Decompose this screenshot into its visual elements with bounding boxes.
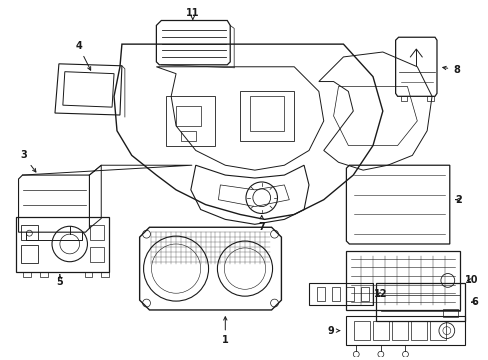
Bar	[331, 287, 339, 301]
Text: 2: 2	[454, 195, 461, 205]
Bar	[90, 247, 104, 262]
Text: 11: 11	[185, 8, 199, 21]
Bar	[84, 271, 92, 278]
Text: 10: 10	[464, 275, 477, 285]
Text: 5: 5	[57, 275, 63, 287]
Bar	[429, 321, 445, 341]
Bar	[316, 287, 324, 301]
Text: 8: 8	[442, 65, 459, 75]
Text: 1: 1	[222, 317, 228, 346]
Bar	[372, 321, 388, 341]
Bar	[23, 271, 31, 278]
Text: 12: 12	[373, 289, 387, 299]
Bar	[426, 96, 433, 101]
Bar	[40, 271, 48, 278]
Bar	[20, 225, 38, 240]
Bar	[346, 287, 353, 301]
Bar	[410, 321, 426, 341]
Bar	[442, 309, 457, 317]
Bar	[20, 245, 38, 263]
Text: 7: 7	[258, 216, 264, 232]
Text: 6: 6	[470, 297, 477, 307]
Bar	[400, 96, 407, 101]
Bar	[361, 287, 368, 301]
Bar	[391, 321, 407, 341]
Bar	[90, 225, 104, 240]
Bar	[101, 271, 109, 278]
Text: 9: 9	[326, 326, 339, 336]
Text: 4: 4	[75, 41, 90, 70]
Text: 3: 3	[20, 150, 36, 172]
Bar	[353, 321, 369, 341]
